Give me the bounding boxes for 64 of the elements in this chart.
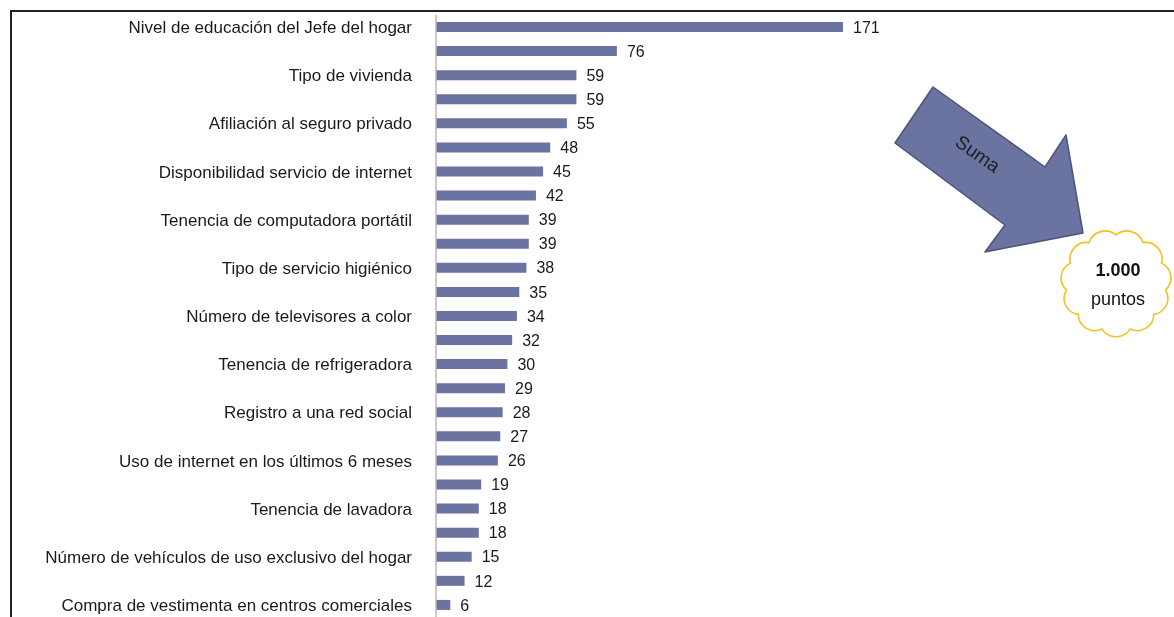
y-tick-label: Tenencia de computadora portátil [160, 210, 412, 230]
bar [436, 479, 482, 490]
y-tick-label: Nivel de educación del Jefe del hogar [128, 18, 413, 38]
bar [436, 431, 501, 442]
data-label: 38 [536, 259, 555, 277]
data-label: 39 [538, 211, 557, 229]
data-label: 35 [529, 283, 548, 301]
bar [436, 166, 544, 177]
data-label: 59 [586, 90, 605, 108]
bar [436, 94, 577, 105]
data-label: 59 [586, 66, 605, 84]
bar [436, 527, 479, 538]
y-tick-label: Uso de internet en los últimos 6 meses [119, 451, 412, 471]
bar [436, 238, 529, 249]
bar [436, 46, 617, 57]
bar [436, 118, 567, 129]
data-label: 27 [510, 428, 529, 446]
bar [436, 503, 479, 514]
data-label: 76 [626, 42, 645, 60]
data-label: 26 [507, 452, 526, 470]
y-tick-label: Compra de vestimenta en centros comerciales [61, 595, 412, 615]
bar [436, 455, 498, 466]
data-label: 39 [538, 235, 557, 253]
y-tick-label: Tenencia de refrigeradora [218, 355, 413, 375]
y-tick-label: Tipo de vivienda [288, 66, 413, 86]
data-label: 55 [576, 115, 595, 132]
bar [436, 214, 529, 225]
bar [436, 70, 577, 81]
data-label: 12 [474, 572, 493, 590]
data-label: 48 [560, 139, 579, 157]
data-label: 32 [522, 331, 541, 349]
bar [436, 262, 527, 273]
y-tick-label: Registro a una red social [223, 403, 412, 423]
data-label: 6 [460, 596, 470, 614]
bar [436, 599, 451, 610]
bar [436, 551, 472, 562]
bar [436, 335, 513, 346]
data-label: 171 [853, 18, 880, 36]
data-label: 29 [515, 379, 533, 397]
text: 1.000 puntos [1090, 260, 1146, 309]
data-label: 28 [512, 403, 531, 421]
data-label: 42 [545, 187, 564, 205]
bar [436, 190, 536, 201]
data-label: 18 [488, 500, 507, 518]
bar [436, 575, 465, 586]
data-label: 45 [553, 163, 571, 181]
bar [436, 383, 506, 394]
bar [436, 22, 843, 32]
bar [436, 286, 520, 297]
data-label: 18 [488, 524, 507, 542]
bar [436, 310, 517, 321]
bar [436, 359, 508, 370]
data-label: 30 [517, 355, 536, 373]
y-tick-label: Afiliación al seguro privado [208, 114, 412, 134]
y-tick-label: Disponibilidad servicio de internet [158, 162, 413, 182]
data-label: 15 [481, 548, 500, 566]
bar [436, 142, 551, 153]
data-label: 19 [491, 476, 510, 494]
y-tick-label: Tenencia de lavadora [250, 499, 413, 519]
y-tick-label: Número de televisores a color [186, 307, 413, 327]
y-tick-label: Tipo de servicio higiénico [221, 258, 412, 278]
bar [436, 407, 503, 418]
data-label: 34 [526, 307, 545, 325]
y-tick-label: Número de vehículos de uso exclusivo del hogar [45, 547, 413, 567]
